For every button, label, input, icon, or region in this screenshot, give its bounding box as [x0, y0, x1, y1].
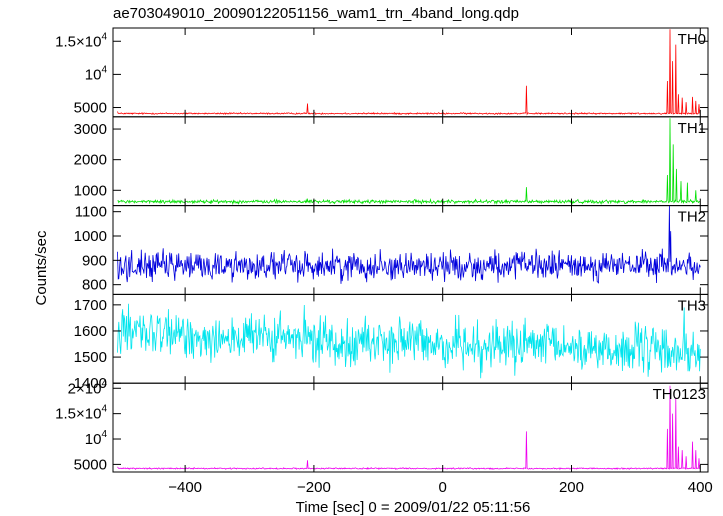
y-axis-label: Counts/sec	[33, 230, 50, 306]
panel-label: TH0123	[653, 386, 706, 403]
series-th2-line	[117, 205, 701, 284]
panel-th2: TH2 800 900 1000 1100	[74, 204, 709, 295]
y-tick-label: 1.5×104	[55, 404, 107, 423]
x-tick-label: −200	[297, 479, 331, 496]
y-tick-label: 2×104	[68, 378, 108, 397]
series-th1-line	[117, 118, 701, 206]
panel-frame	[112, 116, 709, 207]
panel-th0123: TH0123 5000 104 1.5×104 2×104	[55, 378, 709, 473]
series-th0-line	[117, 29, 701, 116]
x-tick-label: −400	[168, 479, 202, 496]
x-tick-label: 200	[559, 479, 584, 496]
panel-label: TH0	[678, 31, 706, 48]
panel-label: TH3	[678, 297, 706, 314]
y-tick-label: 104	[85, 64, 108, 83]
series-th0123-line	[117, 385, 701, 471]
y-tick-label: 1600	[74, 323, 107, 340]
y-tick-label: 1500	[74, 349, 107, 366]
y-tick-label: 1100	[75, 204, 107, 221]
panel-label: TH1	[678, 120, 706, 137]
x-axis-ticks: −400 −200 0 200 400	[168, 479, 713, 496]
y-tick-label: 3000	[74, 121, 107, 138]
y-tick-label: 104	[85, 429, 108, 448]
y-tick-label: 1700	[74, 297, 107, 314]
panel-frame	[112, 382, 709, 473]
panels: TH0 5000 104 1.5×104 TH1 1000 2000 3000 TH2 800 90…	[55, 27, 709, 473]
panel-label: TH2	[678, 209, 706, 226]
y-tick-label: 900	[82, 252, 107, 269]
chart-title: ae703049010_20090122051156_wam1_trn_4ban…	[113, 5, 519, 22]
x-tick-label: 400	[688, 479, 713, 496]
panel-th3: TH3 1400 1500 1600 1700	[74, 293, 709, 392]
y-tick-label: 1.5×104	[55, 31, 107, 50]
panel-frame	[112, 205, 709, 295]
panel-th0: TH0 5000 104 1.5×104	[55, 27, 709, 118]
x-axis-label: Time [sec] 0 = 2009/01/22 05:11:56	[296, 499, 531, 516]
y-tick-label: 800	[82, 277, 107, 294]
panel-th1: TH1 1000 2000 3000	[74, 116, 709, 207]
y-tick-label: 5000	[74, 456, 107, 473]
y-tick-label: 1000	[74, 228, 107, 245]
y-tick-label: 5000	[74, 100, 107, 117]
y-tick-label: 2000	[74, 152, 107, 169]
series-th3-line	[117, 303, 701, 379]
panel-frame	[112, 27, 709, 118]
y-tick-label: 1400	[74, 375, 107, 392]
y-tick-label: 1000	[74, 182, 107, 199]
x-tick-label: 0	[439, 479, 447, 496]
